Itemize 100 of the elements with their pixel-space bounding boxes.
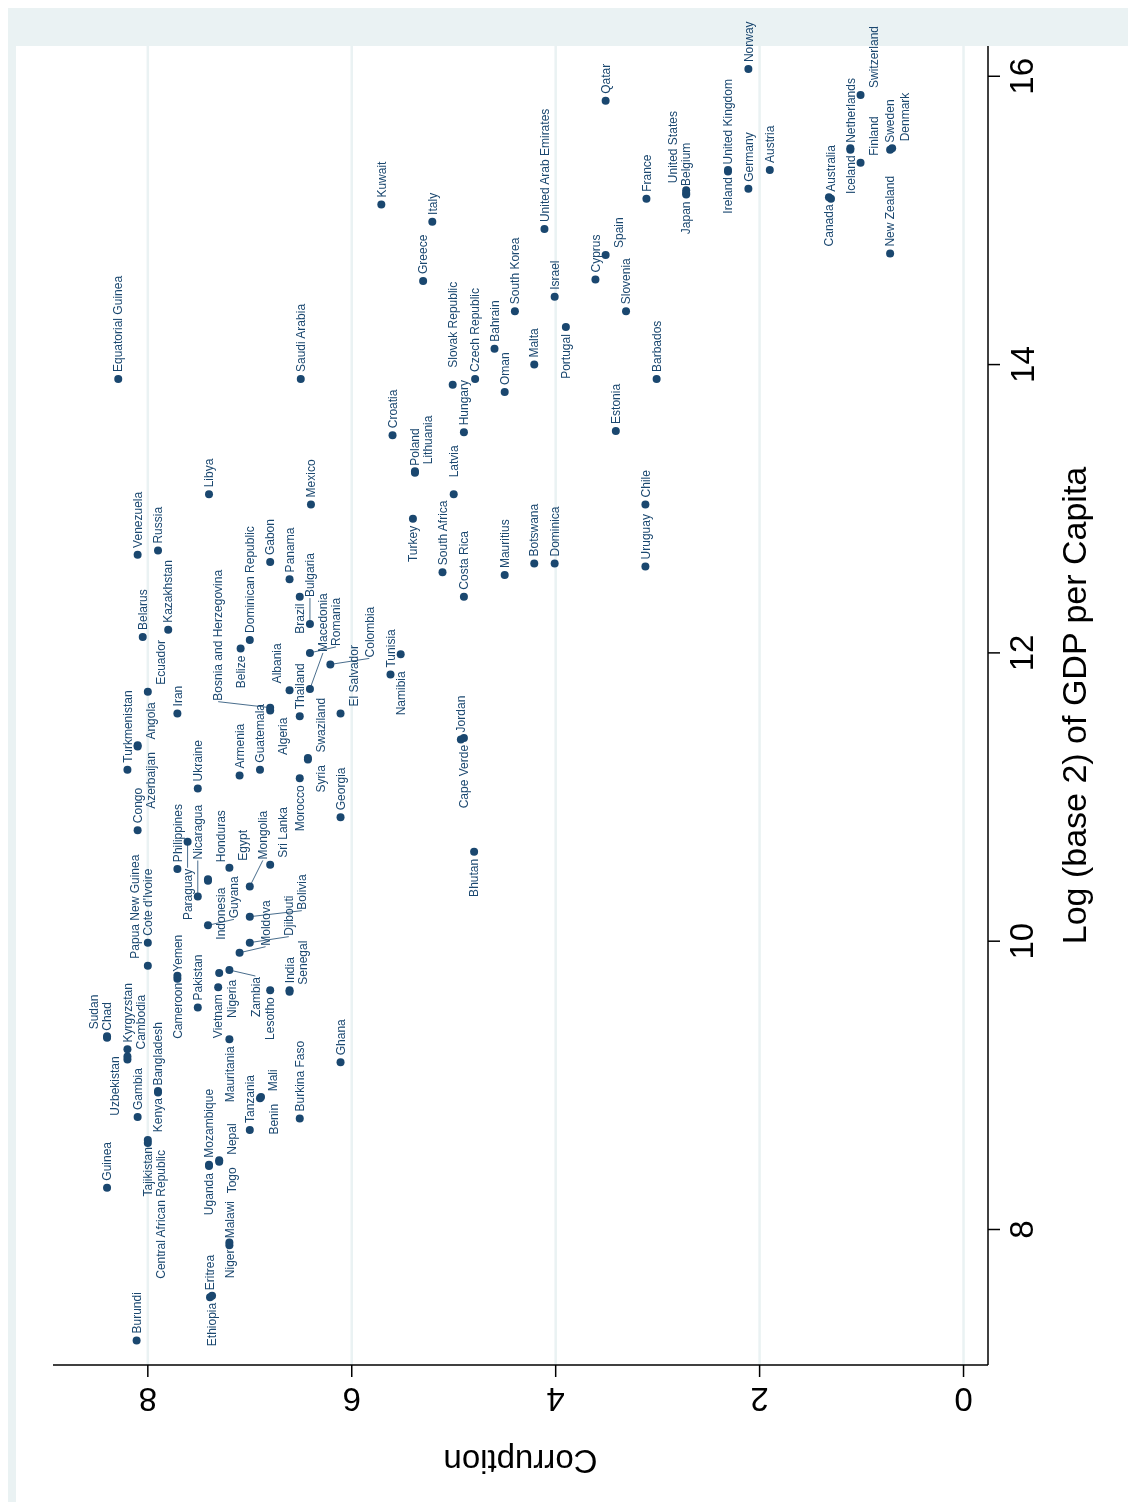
y-tick-label: 10 <box>1003 922 1041 960</box>
annotation: South Korea <box>508 237 523 305</box>
annotation: Pakistan <box>190 954 205 1001</box>
annotation: Vietnam <box>211 994 226 1039</box>
annotation: South Africa <box>435 500 450 566</box>
annotation: Moldova <box>258 900 273 946</box>
annotation: Thailand <box>292 663 307 710</box>
annotation: Uganda <box>202 1172 217 1216</box>
annotation: Gabon <box>263 519 278 556</box>
annotation: Syria <box>314 764 329 793</box>
annotation: Nigeria <box>225 979 240 1018</box>
annotation: Finland <box>866 116 881 156</box>
annotation: Philippines <box>170 804 185 863</box>
annotation: Sudan <box>87 994 102 1030</box>
annotation: Bahrain <box>487 300 502 342</box>
y-tick-label: 14 <box>1003 346 1041 383</box>
annotation: Papua New Guinea <box>128 854 143 959</box>
annotation: Nicaragua <box>190 804 205 860</box>
annotation: Mauritius <box>497 519 512 569</box>
annotation: Canada <box>822 204 837 247</box>
annotation: Equatorial Guinea <box>111 275 126 372</box>
annotation: Nepal <box>225 1123 240 1155</box>
annotation: Greece <box>416 234 431 274</box>
y-axis-title: Log (base 2) of GDP per Capita <box>1055 466 1093 945</box>
annotation: Lithuania <box>421 415 436 465</box>
annotation: Norway <box>741 21 756 63</box>
annotation: Estonia <box>609 383 624 424</box>
annotation: Uruguay <box>638 514 653 560</box>
annotation: Mexico <box>304 459 319 498</box>
annotation: Australia <box>824 144 839 192</box>
annotation: United Arab Emirates <box>537 108 552 223</box>
annotation: Cape Verde <box>457 744 472 809</box>
annotation: El Salvador <box>346 645 361 707</box>
annotation: United Kingdom <box>721 79 736 165</box>
annotation: Colombia <box>362 606 377 658</box>
annotation: Bhutan <box>467 858 482 897</box>
x-tick-label: 0 <box>954 1380 973 1418</box>
annotation: Ghana <box>333 1018 348 1056</box>
x-tick-label: 6 <box>342 1380 361 1418</box>
x-axis-title: Corruption <box>443 1443 598 1480</box>
annotation: United States <box>666 111 681 184</box>
annotation: Belgium <box>679 142 694 187</box>
annotation: New Zealand <box>883 175 898 247</box>
annotation: Italy <box>425 192 440 215</box>
annotation: Russia <box>151 506 166 544</box>
annotation: Chile <box>638 469 653 498</box>
annotation: Central African Republic <box>154 1150 169 1279</box>
annotation: Turkmenistan <box>120 690 135 763</box>
annotation: Zambia <box>248 976 263 1018</box>
annotation: Ecuador <box>154 640 169 685</box>
x-tick-label: 8 <box>138 1380 158 1418</box>
annotation: Benin <box>267 1103 282 1135</box>
annotation: Tanzania <box>242 1074 257 1124</box>
annotation: India <box>282 956 297 984</box>
annotation: Guyana <box>227 875 242 919</box>
annotation: Armenia <box>232 723 247 769</box>
annotation: Kuwait <box>374 160 389 198</box>
annotation: Mauritania <box>222 1045 237 1103</box>
annotation: Hungary <box>457 379 472 426</box>
annotation: Senegal <box>295 940 310 985</box>
annotation: Burundi <box>129 1292 144 1334</box>
annotation: Barbados <box>649 320 664 372</box>
x-tick-label: 2 <box>750 1380 769 1418</box>
annotation: Kyrgyzstan <box>120 983 135 1043</box>
annotation: Iran <box>170 685 185 707</box>
annotation: Paraguay <box>180 868 195 921</box>
annotation: Cambodia <box>133 994 148 1050</box>
annotation: Chad <box>100 1002 115 1031</box>
annotation: Egypt <box>235 829 250 861</box>
y-tick-label: 16 <box>1003 57 1041 95</box>
annotation: Eritrea <box>203 1254 218 1291</box>
annotation: Libya <box>202 458 217 488</box>
annotation: Kazakhstan <box>161 560 176 623</box>
annotation: Turkey <box>406 525 421 563</box>
annotation: Switzerland <box>866 25 881 89</box>
annotation: Indonesia <box>214 887 229 940</box>
annotation: Germany <box>741 132 756 182</box>
annotation: Georgia <box>333 767 348 811</box>
annotation: Mozambique <box>202 1088 217 1158</box>
annotation: Togo <box>225 1166 240 1194</box>
annotation: Uzbekistan <box>107 1056 122 1116</box>
annotation: Belarus <box>135 589 150 631</box>
annotation: Jordan <box>454 695 469 733</box>
y-tick-label: 8 <box>1003 1220 1041 1239</box>
annotation: Guinea <box>100 1141 115 1181</box>
annotation: Mongolia <box>255 810 270 860</box>
annotation: Congo <box>130 787 145 824</box>
annotation: Swaziland <box>314 697 329 753</box>
annotation: Bangladesh <box>151 1022 166 1086</box>
annotation: Niger <box>222 1249 237 1279</box>
annotation: Angola <box>143 701 158 740</box>
annotation: Lesotho <box>263 996 278 1040</box>
annotation: Botswana <box>527 503 542 557</box>
annotation: Malta <box>527 327 542 358</box>
annotation: Spain <box>611 217 626 249</box>
annotation: Latvia <box>446 444 461 478</box>
annotation: Netherlands <box>843 78 858 143</box>
annotation: Panama <box>282 527 297 573</box>
x-tick-label: 4 <box>546 1380 565 1418</box>
annotation: Poland <box>408 428 423 466</box>
